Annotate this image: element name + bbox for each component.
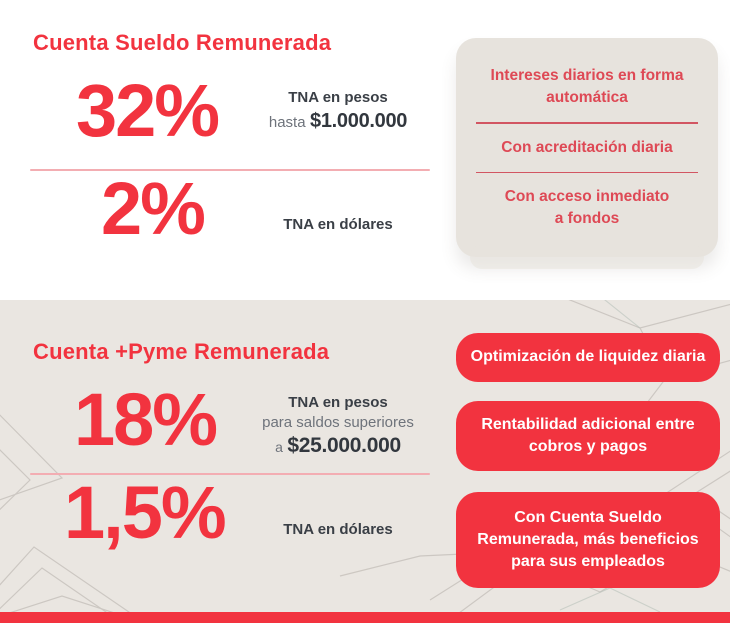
rate-divider [30, 473, 430, 475]
rate-limit-line: a $25.000.000 [250, 432, 426, 460]
pill-text: Rentabilidad adicional entre [481, 415, 695, 433]
salary-account-section: Cuenta Sueldo Remunerada 32% TNA en peso… [0, 0, 730, 300]
benefit-item: Con acreditación diaria [456, 137, 718, 159]
rate-limit-prefix: a [275, 439, 283, 456]
rate-label-line: TNA en pesos [288, 89, 388, 106]
rate-label-pesos-sueldo: TNA en pesos hasta $1.000.000 [250, 89, 426, 135]
rate-value-dolares-sueldo: 2% [101, 167, 206, 250]
rate-limit-amount: $1.000.000 [310, 109, 408, 132]
rate-divider [30, 169, 430, 171]
rate-value-pesos-pyme: 18% [74, 378, 218, 461]
benefit-pill: Con Cuenta Sueldo Remunerada, más benefi… [456, 492, 720, 588]
rate-condition-line: para saldos superiores [262, 413, 414, 431]
benefit-text: Intereses diarios en forma [490, 67, 684, 84]
section-title-pyme: Cuenta +Pyme Remunerada [33, 339, 330, 364]
footer-accent-bar [0, 612, 730, 623]
benefits-card: Intereses diarios en forma automática Co… [456, 38, 718, 269]
benefit-item: Intereses diarios en forma automática [456, 65, 718, 109]
benefit-text: automática [546, 89, 628, 106]
rate-limit-prefix: hasta [268, 113, 306, 131]
pill-text: para sus empleados [511, 553, 665, 571]
rate-label-line: TNA en dólares [283, 216, 393, 233]
rate-label-pesos-pyme: TNA en pesos para saldos superiores a $2… [250, 394, 426, 461]
rate-label-line: TNA en dólares [283, 521, 393, 538]
benefit-text: a fondos [554, 210, 620, 227]
pill-text: Optimización de liquidez diaria [470, 348, 706, 366]
pill-text: Remunerada, más beneficios [477, 530, 699, 548]
rate-label-line: TNA en pesos [288, 394, 388, 411]
rate-label-dolares-sueldo: TNA en dólares [250, 216, 426, 235]
benefit-divider [476, 171, 698, 173]
benefit-text: Con acreditación diaria [501, 138, 673, 156]
pill-text: Con Cuenta Sueldo [514, 508, 662, 526]
pyme-account-section: Cuenta +Pyme Remunerada 18% TNA en pesos… [0, 300, 730, 612]
pill-text: cobros y pagos [528, 438, 648, 455]
benefit-pill: Optimización de liquidez diaria [456, 333, 720, 382]
benefit-divider [476, 122, 698, 124]
rate-value-pesos-sueldo: 32% [76, 69, 220, 152]
rate-value-dolares-pyme: 1,5% [64, 471, 227, 554]
benefit-item: Con acceso inmediato a fondos [456, 186, 718, 230]
rate-limit-line: hasta $1.000.000 [250, 108, 426, 135]
benefit-pill: Rentabilidad adicional entre cobros y pa… [456, 401, 720, 471]
benefit-text: Con acceso inmediato [504, 188, 670, 205]
section-title-sueldo: Cuenta Sueldo Remunerada [33, 30, 332, 55]
rate-label-dolares-pyme: TNA en dólares [250, 521, 426, 540]
rate-limit-amount: $25.000.000 [287, 434, 401, 458]
